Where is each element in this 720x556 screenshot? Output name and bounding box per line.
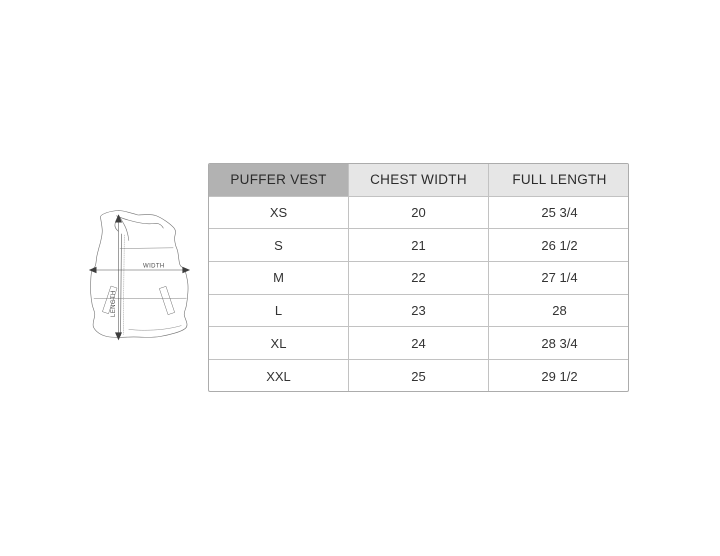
svg-text:WIDTH: WIDTH [143,263,165,269]
svg-text:LENGTH: LENGTH [111,290,117,317]
